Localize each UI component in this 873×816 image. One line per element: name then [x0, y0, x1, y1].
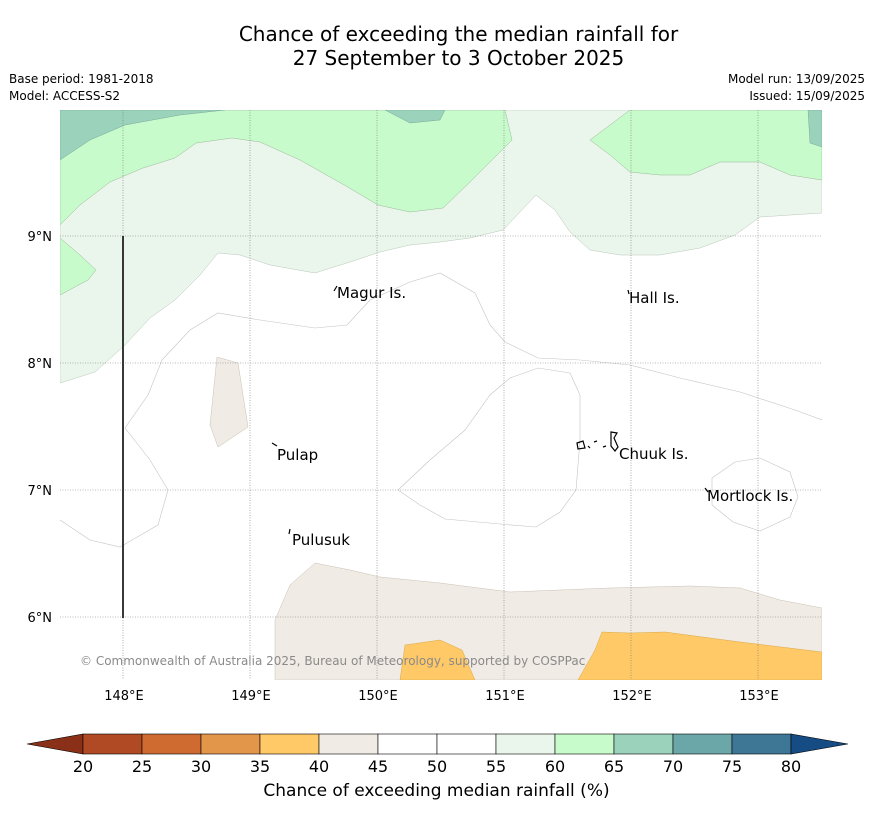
pulap-island-mark: [271, 442, 278, 447]
colorbar-tick-label: 30: [190, 757, 212, 776]
colorbar-segment: [200, 733, 261, 755]
colorbar-segment: [495, 733, 556, 755]
model-name: Model: ACCESS-S2: [9, 89, 121, 103]
lon-label-150e: 150°E: [358, 689, 398, 704]
copyright-notice: © Commonwealth of Australia 2025, Bureau…: [80, 654, 585, 668]
place-label-chuuk: Chuuk Is.: [619, 445, 688, 463]
lat-label-6n: 6°N: [28, 611, 53, 626]
region-65-70-northwest: [60, 110, 226, 161]
mortlock-island-mark: [704, 487, 709, 493]
lat-label-8n: 8°N: [28, 357, 53, 372]
colorbar-tick-label: 25: [131, 757, 153, 776]
place-label-hall: Hall Is.: [629, 289, 680, 307]
region-60-65-west-edge: [60, 237, 97, 296]
lon-label-153e: 153°E: [739, 689, 779, 704]
colorbar-tick-label: 20: [72, 757, 94, 776]
colorbar-segment: [672, 733, 733, 755]
lat-label-7n: 7°N: [28, 484, 53, 499]
colorbar-segment: [377, 733, 438, 755]
lat-label-9n: 9°N: [28, 230, 53, 245]
lon-label-152e: 152°E: [612, 689, 652, 704]
colorbar-tick-label: 60: [544, 757, 566, 776]
colorbar-tick-label: 35: [249, 757, 271, 776]
map-title: Chance of exceeding the median rainfall …: [0, 22, 873, 70]
colorbar-segment: [731, 733, 792, 755]
base-period: Base period: 1981-2018: [9, 72, 154, 86]
colorbar-tick-label: 80: [780, 757, 802, 776]
lon-label-148e: 148°E: [104, 689, 144, 704]
graticule: [60, 110, 822, 680]
colorbar-label: Chance of exceeding median rainfall (%): [263, 781, 610, 801]
issued-date: Issued: 15/09/2025: [749, 89, 865, 103]
colorbar-segment: [318, 733, 379, 755]
colorbar-tick-label: 65: [603, 757, 625, 776]
colorbar-segment: [259, 733, 320, 755]
region-35-40-southeast: [577, 631, 822, 680]
colorbar-tick-label: 70: [662, 757, 684, 776]
region-60-65-west: [60, 110, 513, 226]
region-35-40-south: [399, 639, 476, 680]
place-label-mortlock: Mortlock Is.: [707, 487, 793, 505]
colorbar-segment: [436, 733, 497, 755]
place-label-magur: Magur Is.: [337, 284, 406, 302]
contour-50-c: [711, 457, 799, 532]
contour-50-b: [397, 367, 581, 528]
region-55-60: [60, 110, 822, 384]
lon-label-151e: 151°E: [485, 689, 525, 704]
colorbar-segment: [82, 733, 143, 755]
chuuk-island-mark: [576, 431, 619, 452]
colorbar-extend-high: [790, 733, 849, 755]
island-marks: [271, 285, 709, 535]
region-60-65-east: [589, 110, 822, 181]
colorbar-tick-label: 50: [426, 757, 448, 776]
region-40-45-west: [209, 356, 249, 448]
lon-label-149e: 149°E: [231, 689, 271, 704]
hall-island-mark: [627, 289, 630, 295]
contour-50-a: [60, 272, 822, 548]
contour-layer: Magur Is. Hall Is. Pulap Chuuk Is. Mortl…: [60, 110, 822, 680]
place-label-pulap: Pulap: [277, 446, 318, 464]
colorbar-tick-label: 40: [308, 757, 330, 776]
pulusuk-island-mark: [288, 528, 291, 535]
colorbar-tick-label: 75: [721, 757, 743, 776]
place-label-pulusuk: Pulusuk: [292, 531, 350, 549]
meta-right: Model run: 13/09/2025 Issued: 15/09/2025: [728, 71, 865, 105]
model-run: Model run: 13/09/2025: [727, 72, 865, 86]
colorbar-tick-label: 45: [367, 757, 389, 776]
magur-island-mark: [333, 285, 338, 292]
meta-left: Base period: 1981-2018 Model: ACCESS-S2: [9, 71, 154, 105]
region-65-70-north: [384, 110, 446, 124]
colorbar-segment: [613, 733, 674, 755]
colorbar-tick-label: 55: [485, 757, 507, 776]
colorbar-extend-low: [26, 733, 84, 755]
colorbar-segment: [554, 733, 615, 755]
region-65-70-northeast: [807, 110, 822, 148]
colorbar-segment: [141, 733, 202, 755]
colorbar: [26, 733, 849, 755]
title-line-1: Chance of exceeding the median rainfall …: [238, 22, 679, 46]
title-line-2: 27 September to 3 October 2025: [292, 46, 625, 70]
